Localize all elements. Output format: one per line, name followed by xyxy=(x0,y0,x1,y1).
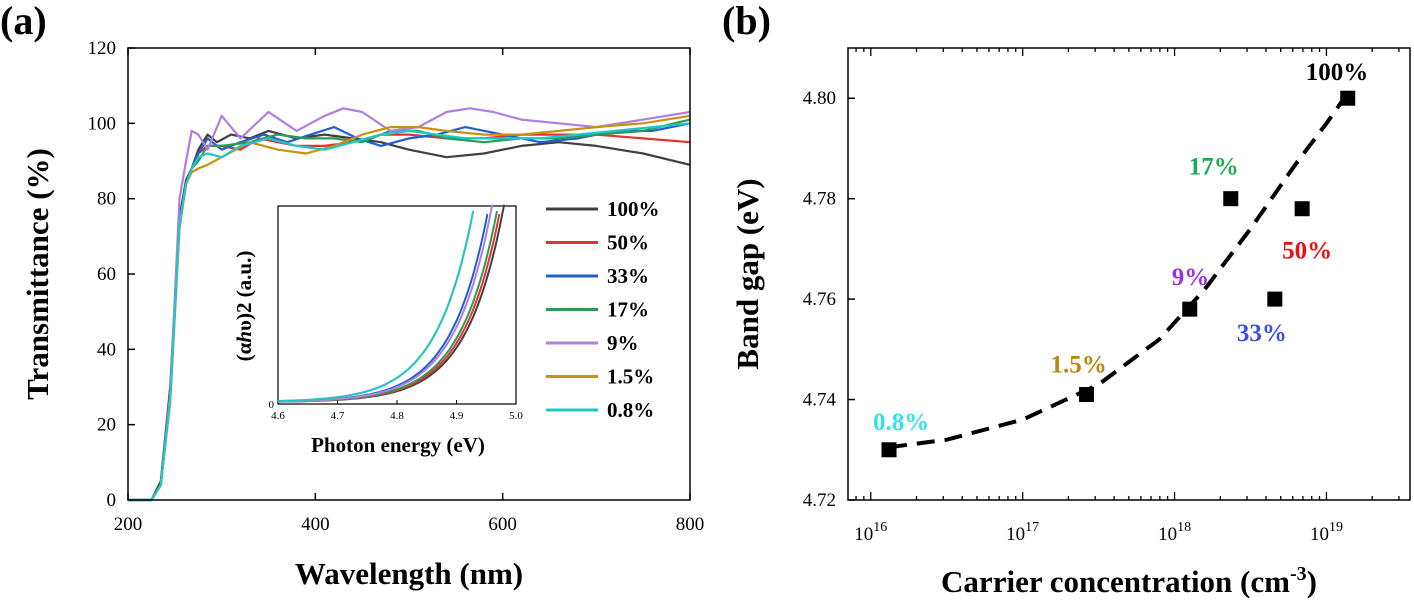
inset-xtick-label: 4.8 xyxy=(390,410,404,422)
inset-ylabel-part-4: (a.u.) xyxy=(232,251,256,303)
panel-b-chart: (b) 1016 1017 1018 1019 4.72 4.74 4.76 4.78 4.80… xyxy=(722,0,1411,599)
panel-a-legend: 100% 50% 33% 17% 9% 1.5% 0.8% xyxy=(546,197,660,422)
panel-a-xtick-label: 200 xyxy=(114,514,143,535)
inset-xtick-label: 4.9 xyxy=(450,410,464,422)
panel-b-point-label: 1.5% xyxy=(1050,352,1106,379)
panel-b-ylabel: Band gap (eV) xyxy=(730,178,765,369)
panel-b-xlabel-sup: -3 xyxy=(1290,563,1307,585)
panel-a-label: (a) xyxy=(0,0,47,43)
panel-a-ytick-label: 0 xyxy=(107,490,117,511)
panel-b-label: (b) xyxy=(722,0,771,43)
panel-a-xtick-label: 600 xyxy=(488,514,517,535)
panel-a-xtick-label: 800 xyxy=(676,514,705,535)
panel-a-frame xyxy=(127,47,691,501)
panel-b-point-label: 17% xyxy=(1189,154,1239,181)
inset-ylabel-part-2: h xyxy=(232,331,256,343)
panel-b-point-label: 33% xyxy=(1237,320,1287,347)
panel-b-xtick-label: 1019 xyxy=(1310,520,1343,545)
panel-b-xtick-label: 1016 xyxy=(854,520,887,545)
inset-frame xyxy=(277,205,517,405)
panel-b-data-point xyxy=(1182,301,1198,317)
panel-a-legend-label: 0.8% xyxy=(607,398,654,422)
inset-ylabel: (αhυ)2 (a.u.) xyxy=(232,251,256,362)
inset-xtick-label: 4.6 xyxy=(271,410,285,422)
panel-b-ytick-label: 4.78 xyxy=(803,189,836,210)
panel-b-ytick-label: 4.80 xyxy=(803,88,836,109)
panel-b-point-label: 9% xyxy=(1172,264,1210,291)
panel-b-xtick-label: 1018 xyxy=(1158,520,1191,545)
panel-b-frame xyxy=(847,47,1411,501)
inset-series xyxy=(277,204,506,403)
panel-a-legend-label: 1.5% xyxy=(607,365,654,389)
panel-a-ytick-label: 20 xyxy=(97,415,116,436)
inset-ylabel-part-3: υ) xyxy=(232,313,256,331)
panel-b-data-point xyxy=(1340,90,1356,106)
panel-a-xtick-label: 400 xyxy=(301,514,330,535)
panel-b-xtick-label: 1017 xyxy=(1006,520,1039,545)
panel-a-legend-label: 100% xyxy=(607,197,660,221)
panel-a-legend-label: 33% xyxy=(607,264,649,288)
panel-b-xlabel-main: Carrier concentration (cm xyxy=(941,564,1290,599)
panel-b-ytick-label: 4.72 xyxy=(803,490,836,511)
panel-b-ytick-label: 4.76 xyxy=(803,289,836,310)
panel-a-ytick-label: 120 xyxy=(88,38,117,59)
panel-b-point-label: 0.8% xyxy=(873,409,929,436)
panel-a-series-line xyxy=(128,122,691,502)
inset-xtick-label: 4.7 xyxy=(331,410,345,422)
panel-a-legend-label: 50% xyxy=(607,231,649,255)
panel-a-legend-label: 9% xyxy=(607,331,639,355)
panel-a-xlabel: Wavelength (nm) xyxy=(295,556,523,591)
inset-ytick-label: 0 xyxy=(269,399,275,411)
panel-b-xlabel-close: ) xyxy=(1307,564,1317,599)
panel-b-points: 0.8% 1.5% 9% 17% 33% 50% 100% xyxy=(873,59,1369,458)
panel-b-data-point xyxy=(1223,191,1239,207)
panel-b-axes: 1016 1017 1018 1019 4.72 4.74 4.76 4.78 4.80 xyxy=(803,48,1400,545)
panel-a-series xyxy=(128,107,691,502)
panel-b-fit xyxy=(888,92,1350,450)
panel-b-ytick-label: 4.74 xyxy=(803,390,837,411)
panel-a-ytick-label: 60 xyxy=(97,264,116,285)
panel-a-legend-label: 17% xyxy=(607,298,649,322)
panel-a-ylabel: Transmittance (%) xyxy=(20,148,55,400)
panel-a-ytick-label: 80 xyxy=(97,189,116,210)
panel-b-data-point xyxy=(881,442,897,458)
panel-a-ytick-label: 40 xyxy=(97,339,116,360)
panel-a-ytick-label: 100 xyxy=(88,113,117,134)
panel-a-series-line xyxy=(128,107,691,502)
inset-ylabel-part-1: (α xyxy=(232,342,256,361)
panel-b-data-point xyxy=(1294,201,1310,217)
inset-series-line xyxy=(277,210,475,403)
panel-b-point-label: 50% xyxy=(1282,238,1332,265)
inset-axes: 4.6 4.7 4.8 4.9 5.0 0 xyxy=(269,399,524,422)
panel-b-point-label: 100% xyxy=(1306,59,1369,86)
inset-chart: 4.6 4.7 4.8 4.9 5.0 0 Photon energy (eV) (αhυ… xyxy=(232,204,524,457)
panel-b-fit-curve xyxy=(888,92,1350,450)
panel-b-data-point xyxy=(1078,387,1094,403)
inset-ylabel-sup: 2 xyxy=(232,303,256,314)
inset-xlabel: Photon energy (eV) xyxy=(311,433,485,457)
panel-b-xlabel: Carrier concentration (cm-3) xyxy=(941,563,1317,599)
inset-xtick-label: 5.0 xyxy=(509,410,523,422)
panel-b-data-point xyxy=(1267,291,1283,307)
